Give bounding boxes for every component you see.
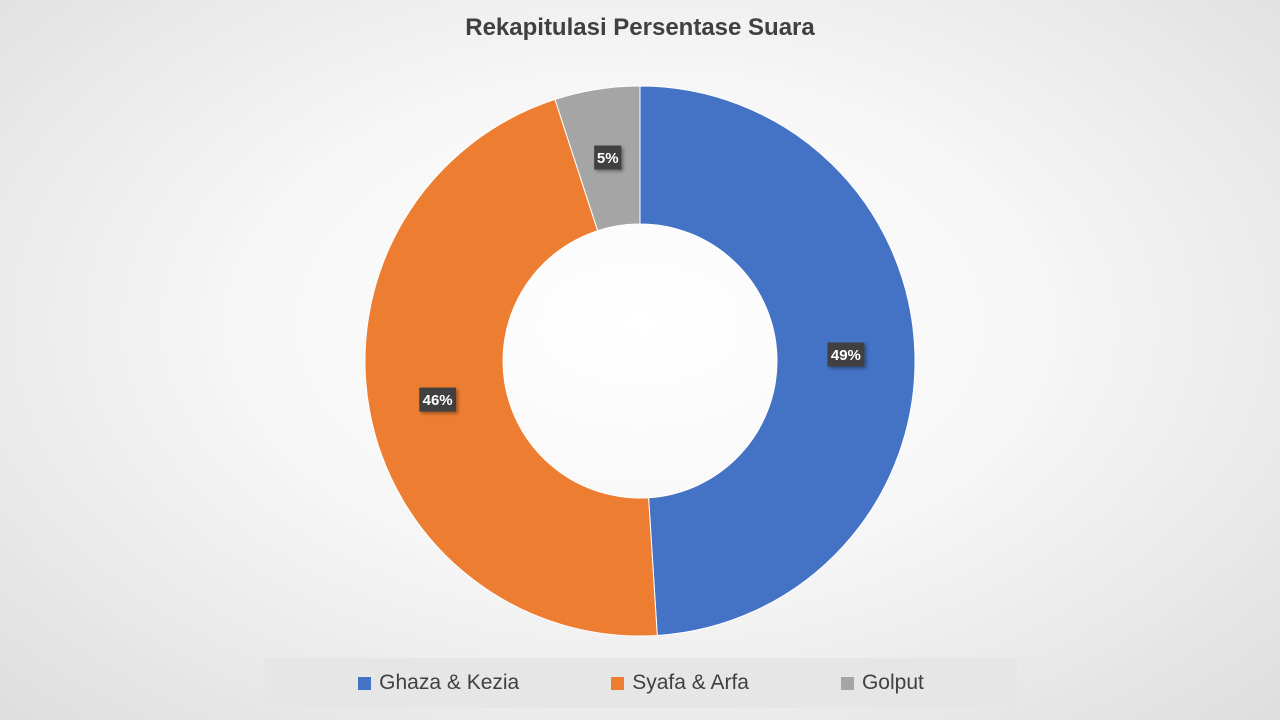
legend-item: Ghaza & Kezia [358, 671, 519, 695]
legend-swatch [358, 676, 372, 690]
data-label: 5% [594, 145, 622, 170]
legend-swatch [840, 676, 854, 690]
legend-swatch [611, 676, 625, 690]
svg-text:5%: 5% [597, 150, 619, 167]
donut-slice [639, 85, 916, 636]
chart-legend: Ghaza & Kezia Syafa & Arfa Golput [265, 658, 1017, 708]
data-label: 46% [419, 387, 457, 412]
legend-label: Ghaza & Kezia [379, 671, 520, 694]
legend-item: Golput [840, 671, 924, 695]
donut-slice [364, 98, 658, 637]
legend-label: Golput [861, 671, 924, 694]
svg-text:46%: 46% [423, 392, 453, 409]
legend-item: Syafa & Arfa [611, 671, 749, 695]
legend-label: Syafa & Arfa [632, 671, 749, 694]
data-label: 49% [827, 342, 865, 367]
svg-text:49%: 49% [831, 347, 861, 364]
chart-title: Rekapitulasi Persentase Suara [465, 14, 815, 41]
